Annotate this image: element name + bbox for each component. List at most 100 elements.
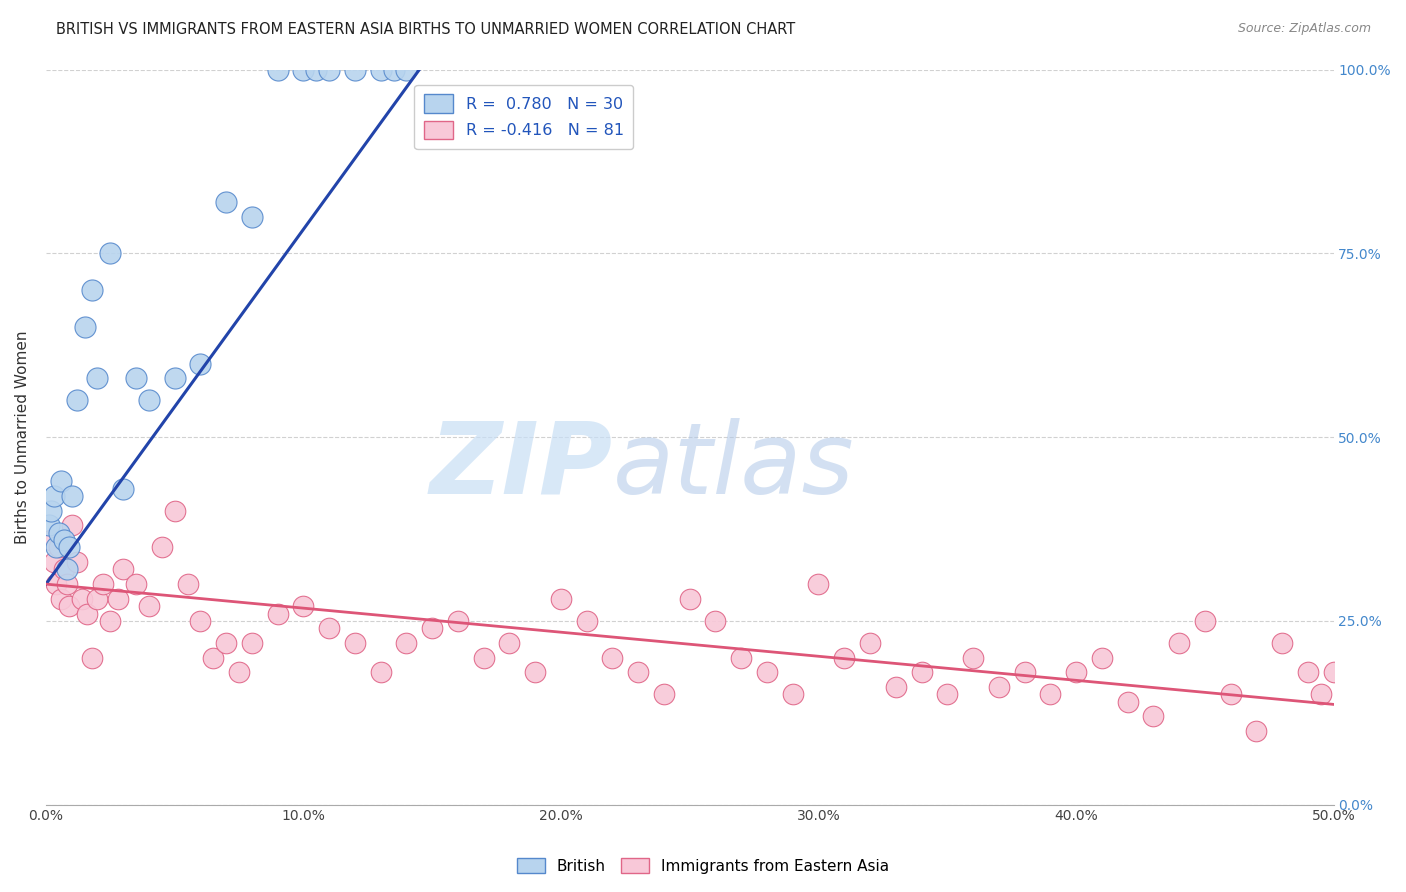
Point [53, 533, 76, 547]
Point [782, 687, 804, 701]
Point [420, 621, 443, 635]
Point [472, 650, 495, 665]
Point [1014, 665, 1036, 680]
Point [240, 636, 263, 650]
Point [215, 194, 238, 209]
Point [66, 393, 89, 408]
Point [1361, 695, 1384, 709]
Point [53, 562, 76, 576]
Point [730, 650, 752, 665]
Point [91, 577, 114, 591]
Point [1271, 636, 1294, 650]
Point [370, 62, 392, 77]
Point [45, 541, 67, 555]
Point [1309, 687, 1331, 701]
Point [138, 393, 160, 408]
Point [86, 371, 108, 385]
Point [51, 474, 73, 488]
Point [1336, 724, 1358, 739]
Point [704, 614, 727, 628]
Point [112, 482, 135, 496]
Point [125, 577, 148, 591]
Point [832, 650, 855, 665]
Point [652, 687, 675, 701]
Point [292, 599, 315, 614]
Point [82, 283, 104, 297]
Point [51, 591, 73, 606]
Point [76, 607, 98, 621]
Point [66, 555, 89, 569]
Point [318, 62, 340, 77]
Point [395, 636, 418, 650]
Point [1296, 665, 1319, 680]
Point [1219, 687, 1241, 701]
Point [343, 62, 366, 77]
Point [1116, 695, 1139, 709]
Point [318, 621, 340, 635]
Point [1246, 724, 1268, 739]
Point [267, 607, 290, 621]
Point [1039, 687, 1062, 701]
Point [60, 489, 83, 503]
Point [112, 562, 135, 576]
Point [98, 614, 121, 628]
Point [756, 665, 779, 680]
Point [1348, 739, 1371, 753]
Point [38, 518, 60, 533]
Point [936, 687, 959, 701]
Point [228, 665, 250, 680]
Point [1168, 636, 1191, 650]
Point [82, 650, 104, 665]
Point [884, 680, 907, 694]
Point [550, 591, 572, 606]
Point [48, 541, 70, 555]
Point [150, 541, 173, 555]
Point [98, 246, 121, 260]
Point [39, 503, 62, 517]
Point [987, 680, 1010, 694]
Point [215, 636, 238, 650]
Legend: British, Immigrants from Eastern Asia: British, Immigrants from Eastern Asia [510, 852, 896, 880]
Point [602, 650, 624, 665]
Point [267, 62, 290, 77]
Point [48, 525, 70, 540]
Point [240, 210, 263, 224]
Point [1091, 650, 1114, 665]
Point [305, 62, 328, 77]
Point [1386, 709, 1406, 723]
Legend: R =  0.780   N = 30, R = -0.416   N = 81: R = 0.780 N = 30, R = -0.416 N = 81 [415, 85, 633, 149]
Point [86, 591, 108, 606]
Point [42, 489, 65, 503]
Point [962, 650, 984, 665]
Y-axis label: Births to Unmarried Women: Births to Unmarried Women [15, 330, 30, 544]
Point [807, 577, 830, 591]
Point [524, 665, 547, 680]
Text: atlas: atlas [613, 418, 853, 515]
Point [42, 555, 65, 569]
Point [190, 614, 212, 628]
Point [60, 518, 83, 533]
Text: BRITISH VS IMMIGRANTS FROM EASTERN ASIA BIRTHS TO UNMARRIED WOMEN CORRELATION CH: BRITISH VS IMMIGRANTS FROM EASTERN ASIA … [56, 22, 796, 37]
Point [163, 503, 186, 517]
Point [163, 371, 186, 385]
Point [575, 614, 598, 628]
Point [498, 636, 520, 650]
Point [55, 577, 77, 591]
Point [73, 319, 96, 334]
Point [370, 665, 392, 680]
Point [107, 591, 129, 606]
Point [58, 599, 80, 614]
Point [1374, 636, 1396, 650]
Point [1322, 665, 1344, 680]
Point [58, 541, 80, 555]
Point [292, 62, 315, 77]
Point [176, 577, 198, 591]
Point [910, 665, 932, 680]
Point [343, 636, 366, 650]
Point [45, 577, 67, 591]
Text: ZIP: ZIP [429, 418, 613, 515]
Point [39, 533, 62, 547]
Point [190, 357, 212, 371]
Text: Source: ZipAtlas.com: Source: ZipAtlas.com [1237, 22, 1371, 36]
Point [627, 665, 650, 680]
